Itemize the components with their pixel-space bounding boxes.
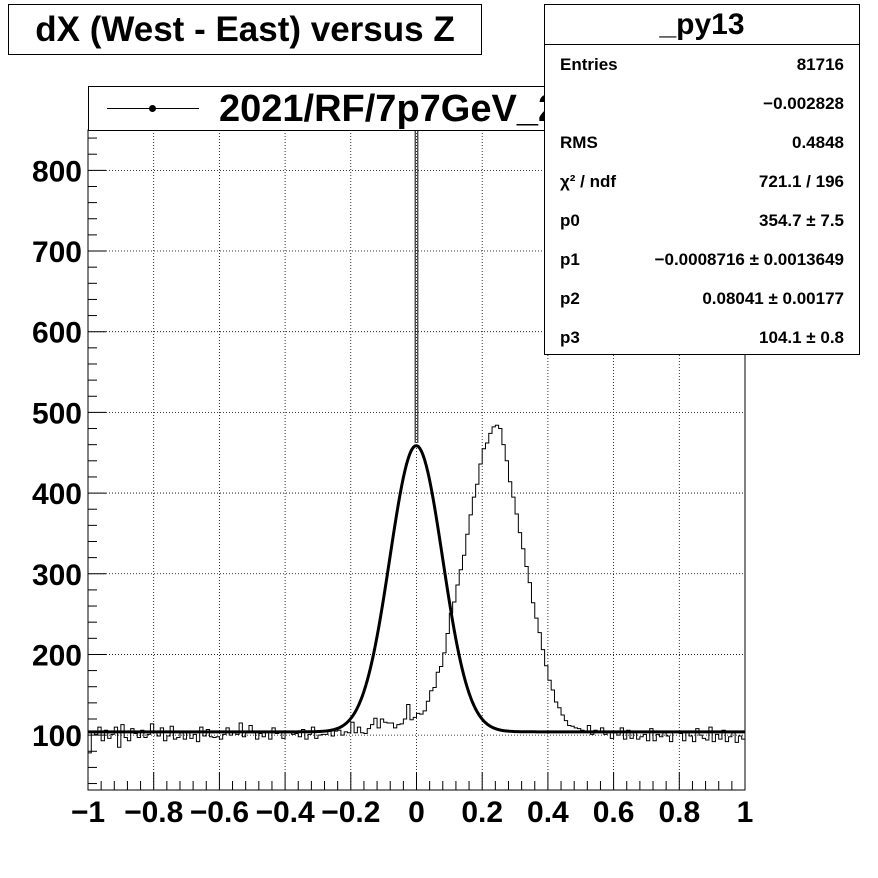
y-tick-label: 300 [32, 559, 82, 592]
x-axis-ticks: −1 −0.8 −0.6 −0.4 −0.2 0 0.2 0.4 0.6 0.8 1 [71, 772, 753, 829]
x-tick-label: 0 [408, 796, 425, 829]
x-tick-label: 1 [737, 796, 754, 829]
y-tick-label: 100 [32, 720, 82, 753]
stats-value: 354.7 ± 7.5 [759, 211, 844, 230]
stats-value: 0.08041 ± 0.00177 [702, 289, 844, 308]
legend: 2021/RF/7p7GeV_2021 [88, 86, 623, 131]
fit-curve-line [88, 444, 745, 734]
x-tick-label: −0.8 [124, 796, 183, 829]
stats-value: 81716 [796, 55, 844, 74]
stats-value: 104.1 ± 0.8 [759, 328, 844, 347]
stats-row: −0.002828 [545, 84, 859, 123]
fit-curve [88, 444, 745, 734]
x-tick-label: −1 [71, 796, 105, 829]
x-tick-label: −0.2 [321, 796, 380, 829]
stats-value: −0.002828 [763, 94, 844, 113]
y-axis-ticks: 100 200 300 400 500 600 700 800 [32, 137, 106, 785]
y-tick-label: 500 [32, 397, 82, 430]
stats-row: Entries 81716 [545, 45, 859, 84]
chart-title-text: dX (West - East) versus Z [35, 9, 455, 49]
stats-value: 721.1 / 196 [758, 172, 844, 191]
x-tick-label: −0.4 [255, 796, 315, 829]
stats-row: RMS 0.4848 [545, 123, 859, 162]
x-tick-label: 0.6 [593, 796, 635, 829]
y-tick-label: 400 [32, 478, 82, 511]
stats-value: 0.4848 [792, 133, 844, 152]
y-tick-label: 600 [32, 317, 82, 350]
stats-label: p2 [560, 289, 580, 308]
stats-row: p3 104.1 ± 0.8 [545, 318, 859, 357]
chart-title: dX (West - East) versus Z [8, 4, 482, 55]
x-tick-label: −0.6 [190, 796, 249, 829]
stats-value: −0.0008716 ± 0.0013649 [654, 250, 844, 269]
stats-box: _py13 Entries 81716 −0.002828 RMS 0.4848… [544, 4, 860, 355]
stats-row: p2 0.08041 ± 0.00177 [545, 279, 859, 318]
stats-row: χ² / ndf 721.1 / 196 [545, 162, 859, 201]
stats-label: p0 [560, 211, 580, 230]
legend-dot-marker [149, 105, 156, 112]
x-tick-label: 0.2 [461, 796, 503, 829]
y-tick-label: 700 [32, 236, 82, 269]
stats-label: p1 [560, 250, 580, 269]
y-tick-label: 800 [32, 155, 82, 188]
stats-label: RMS [560, 133, 598, 152]
stats-label: Entries [560, 55, 618, 74]
y-tick-label: 200 [32, 639, 82, 672]
stats-row: p0 354.7 ± 7.5 [545, 201, 859, 240]
stats-label: χ² / ndf [560, 172, 617, 191]
x-tick-label: 0.8 [658, 796, 700, 829]
stats-row: p1 −0.0008716 ± 0.0013649 [545, 240, 859, 279]
x-tick-label: 0.4 [527, 796, 569, 829]
stats-title: _py13 [545, 5, 859, 45]
stats-label: p3 [560, 328, 580, 347]
